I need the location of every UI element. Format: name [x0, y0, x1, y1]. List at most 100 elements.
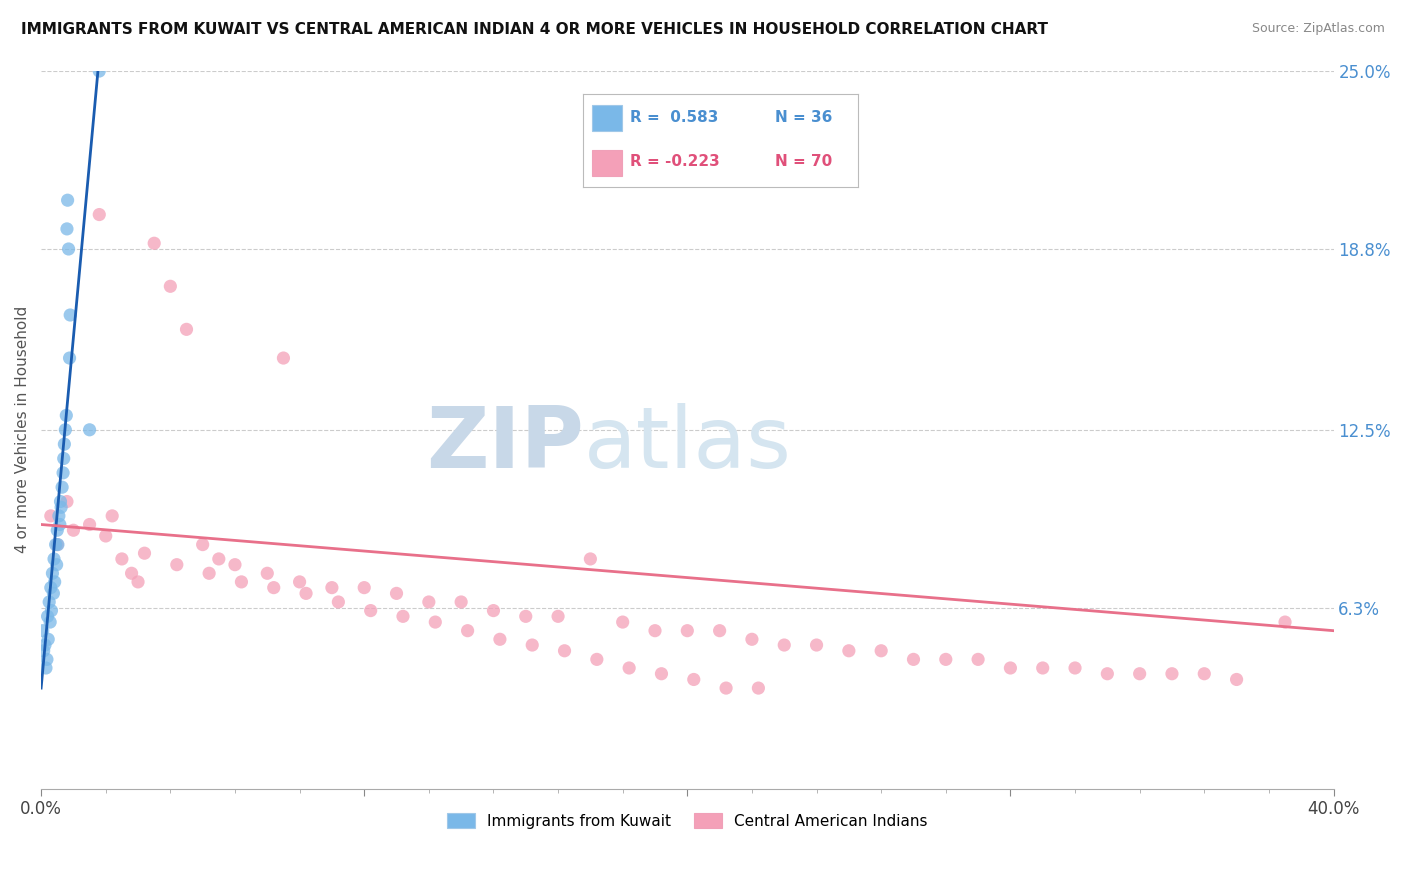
Text: IMMIGRANTS FROM KUWAIT VS CENTRAL AMERICAN INDIAN 4 OR MORE VEHICLES IN HOUSEHOL: IMMIGRANTS FROM KUWAIT VS CENTRAL AMERIC…: [21, 22, 1047, 37]
Point: [45, 538, 67, 552]
Point: [870, 644, 893, 658]
Point: [45, 558, 67, 572]
Point: [450, 595, 472, 609]
Point: [58, 351, 80, 365]
Point: [42, 552, 65, 566]
Point: [166, 558, 188, 572]
Text: N = 70: N = 70: [776, 153, 832, 169]
Text: R = -0.223: R = -0.223: [630, 153, 720, 169]
Point: [39, 508, 62, 523]
Point: [1226, 673, 1249, 687]
Point: [385, 586, 408, 600]
Point: [159, 279, 181, 293]
Point: [49, 517, 72, 532]
Point: [51, 480, 73, 494]
Point: [56, 494, 79, 508]
Point: [44, 574, 66, 589]
Point: [34, 638, 56, 652]
Point: [489, 632, 512, 647]
Point: [42, 586, 65, 600]
Point: [41, 604, 63, 618]
Point: [35, 652, 58, 666]
Point: [676, 624, 699, 638]
Point: [1161, 666, 1184, 681]
Point: [617, 661, 640, 675]
Point: [1274, 615, 1296, 629]
Point: [52, 451, 75, 466]
Point: [79, 423, 101, 437]
Point: [38, 595, 60, 609]
Point: [32, 644, 55, 658]
Point: [176, 322, 198, 336]
Point: [1032, 661, 1054, 675]
Point: [418, 595, 440, 609]
Bar: [592, 105, 621, 131]
Point: [39, 581, 62, 595]
Text: ZIP: ZIP: [426, 402, 583, 485]
Point: [709, 624, 731, 638]
Point: [482, 604, 505, 618]
Point: [41, 566, 63, 581]
Point: [682, 673, 704, 687]
Point: [37, 632, 59, 647]
Point: [644, 624, 666, 638]
Point: [714, 681, 737, 695]
Y-axis label: 4 or more Vehicles in Household: 4 or more Vehicles in Household: [15, 306, 30, 553]
Point: [127, 574, 149, 589]
Point: [273, 351, 295, 365]
Point: [101, 508, 124, 523]
Point: [1097, 666, 1119, 681]
Point: [360, 604, 382, 618]
Point: [1194, 666, 1216, 681]
Point: [741, 632, 763, 647]
Point: [231, 574, 253, 589]
Point: [35, 661, 58, 675]
Point: [208, 552, 231, 566]
Text: Source: ZipAtlas.com: Source: ZipAtlas.com: [1251, 22, 1385, 36]
Point: [321, 581, 343, 595]
Point: [89, 208, 111, 222]
Point: [111, 552, 134, 566]
Point: [263, 581, 285, 595]
Point: [39, 615, 62, 629]
Point: [53, 423, 76, 437]
Point: [49, 500, 72, 515]
Point: [650, 666, 672, 681]
Point: [288, 574, 311, 589]
Point: [46, 538, 69, 552]
Point: [79, 517, 101, 532]
Point: [94, 529, 117, 543]
Point: [62, 523, 84, 537]
Point: [612, 615, 634, 629]
Text: atlas: atlas: [583, 402, 792, 485]
Point: [295, 586, 318, 600]
Point: [522, 638, 544, 652]
Point: [52, 466, 75, 480]
Point: [903, 652, 925, 666]
Point: [55, 409, 77, 423]
Point: [353, 581, 375, 595]
Text: R =  0.583: R = 0.583: [630, 110, 718, 125]
Point: [143, 236, 166, 251]
Legend: Immigrants from Kuwait, Central American Indians: Immigrants from Kuwait, Central American…: [441, 806, 934, 835]
Point: [1129, 666, 1152, 681]
Point: [198, 566, 221, 581]
Point: [59, 308, 82, 322]
Point: [121, 566, 143, 581]
Point: [256, 566, 278, 581]
Point: [46, 538, 69, 552]
Point: [134, 546, 156, 560]
Point: [547, 609, 569, 624]
Point: [58, 242, 80, 256]
Point: [31, 624, 53, 638]
Point: [37, 609, 59, 624]
Point: [191, 538, 214, 552]
Text: N = 36: N = 36: [776, 110, 832, 125]
Point: [49, 494, 72, 508]
Point: [935, 652, 957, 666]
Point: [56, 222, 79, 236]
Point: [806, 638, 828, 652]
Point: [1000, 661, 1022, 675]
Point: [48, 508, 70, 523]
Point: [579, 552, 602, 566]
